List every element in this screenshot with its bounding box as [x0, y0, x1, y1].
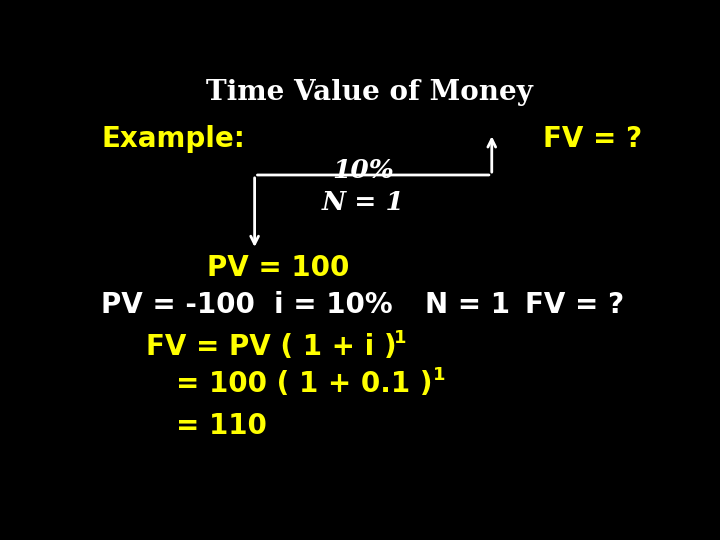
Text: FV = ?: FV = ?	[543, 125, 642, 153]
Text: PV = -100: PV = -100	[101, 292, 255, 320]
Text: 10%: 10%	[333, 158, 395, 184]
Text: = 110: = 110	[176, 412, 267, 440]
Text: FV = ?: FV = ?	[526, 292, 624, 320]
Text: PV = 100: PV = 100	[207, 254, 349, 282]
Text: N = 1: N = 1	[322, 190, 405, 214]
Text: FV = PV ( 1 + i ): FV = PV ( 1 + i )	[145, 333, 397, 361]
Text: N = 1: N = 1	[425, 292, 510, 320]
Text: Time Value of Money: Time Value of Money	[206, 79, 532, 106]
Text: Example:: Example:	[101, 125, 245, 153]
Text: 1: 1	[394, 329, 407, 347]
Text: i = 10%: i = 10%	[274, 292, 393, 320]
Text: 1: 1	[433, 366, 446, 384]
Text: = 100 ( 1 + 0.1 ): = 100 ( 1 + 0.1 )	[176, 370, 433, 399]
